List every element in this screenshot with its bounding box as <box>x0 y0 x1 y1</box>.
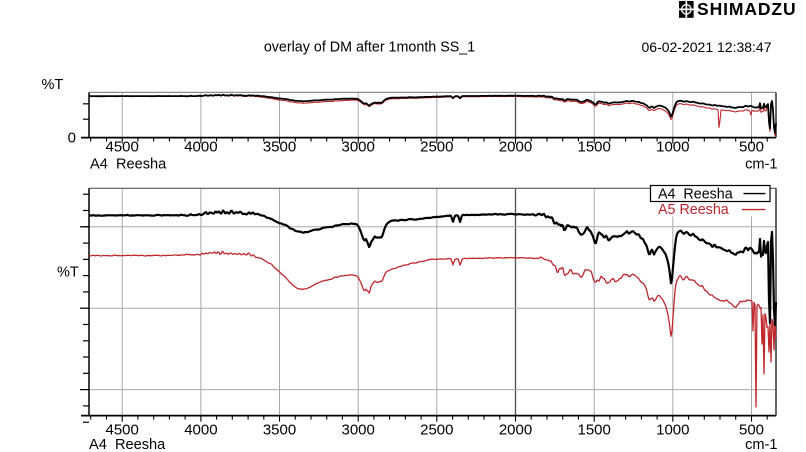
svg-text:500: 500 <box>739 422 764 439</box>
svg-text:2500: 2500 <box>420 422 453 439</box>
svg-text:3000: 3000 <box>342 422 375 439</box>
svg-text:cm-1: cm-1 <box>745 156 777 172</box>
svg-text:A5 Reesha: A5 Reesha <box>658 202 729 218</box>
svg-text:2500: 2500 <box>420 139 453 156</box>
svg-text:3500: 3500 <box>263 139 296 156</box>
svg-text:3000: 3000 <box>342 139 375 156</box>
svg-text:%T: %T <box>42 77 64 93</box>
svg-text:0: 0 <box>68 130 76 147</box>
svg-text:A4 Reesha: A4 Reesha <box>89 437 166 452</box>
svg-text:06-02-2021 12:38:47: 06-02-2021 12:38:47 <box>642 39 772 55</box>
svg-text:A4 Reesha: A4 Reesha <box>90 156 167 172</box>
svg-text:1500: 1500 <box>578 422 611 439</box>
svg-text:4000: 4000 <box>184 422 217 439</box>
svg-text:SHIMADZU: SHIMADZU <box>697 0 797 19</box>
svg-text:overlay of DM after 1month SS_: overlay of DM after 1month SS_1 <box>264 40 475 56</box>
svg-text:2000: 2000 <box>499 422 532 439</box>
svg-text:1500: 1500 <box>578 139 611 156</box>
svg-text:3500: 3500 <box>263 422 296 439</box>
svg-text:500: 500 <box>739 139 764 156</box>
svg-text:cm-1: cm-1 <box>745 437 777 452</box>
svg-text:1000: 1000 <box>656 139 689 156</box>
svg-text:4500: 4500 <box>106 139 139 156</box>
svg-text:A4 Reesha: A4 Reesha <box>658 187 733 203</box>
svg-text:1000: 1000 <box>656 422 689 439</box>
svg-text:%T: %T <box>57 265 79 281</box>
svg-text:4000: 4000 <box>184 139 217 156</box>
svg-text:4500: 4500 <box>106 422 139 439</box>
svg-text:2000: 2000 <box>499 139 532 156</box>
